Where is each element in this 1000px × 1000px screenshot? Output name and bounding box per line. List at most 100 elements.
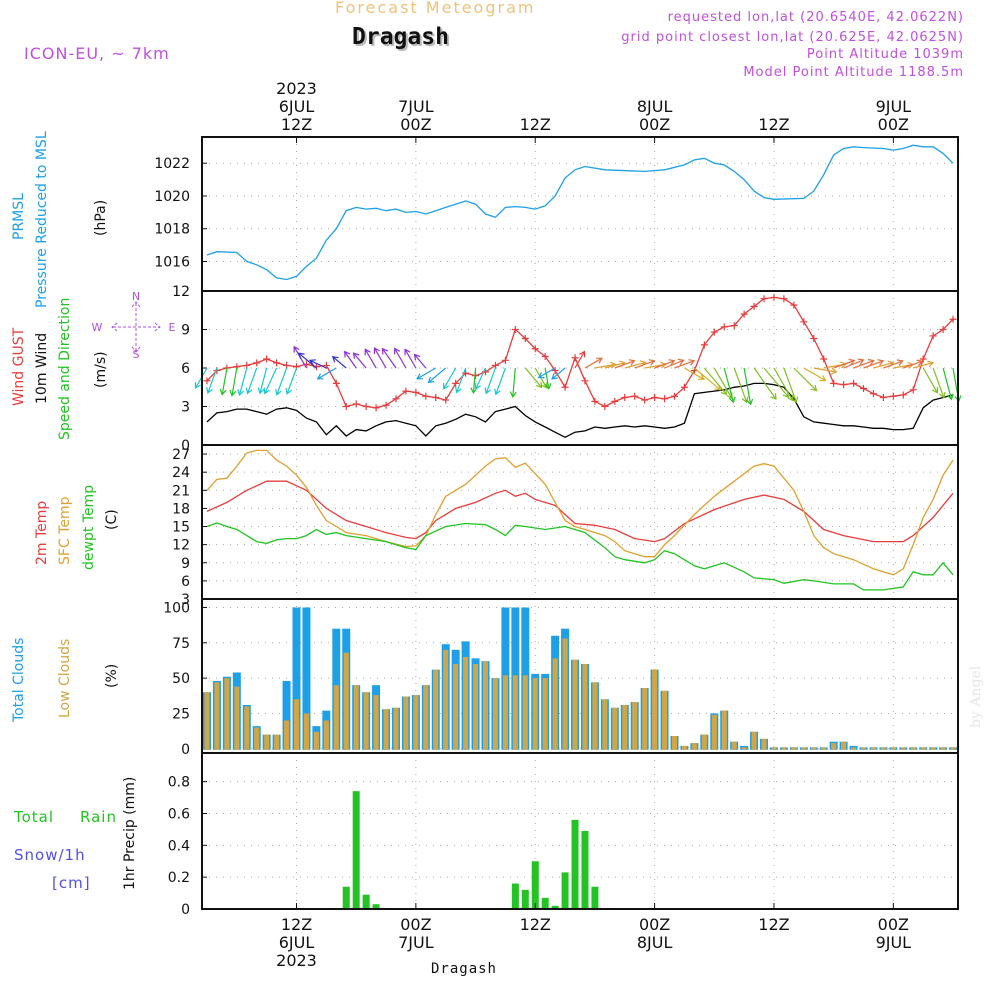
wind-direction-arrow [942,367,954,401]
wind-direction-arrow [474,367,487,390]
10m-wind-line [206,382,954,439]
wind-gust-marker [581,377,589,385]
wind-gust-marker [412,388,420,396]
wind-direction-arrow [297,352,317,369]
temp-panel [201,444,959,600]
wind-direction-arrow [634,359,656,369]
compass-s-label: S [133,348,140,361]
low-clouds-bar [821,747,827,750]
wind-gust-marker [273,359,281,367]
low-clouds-bar [880,747,886,750]
temp-ytick-label: 3 [181,592,190,608]
model-name: ICON-EU, ~ 7km [24,44,170,63]
temp-ytick-label: 12 [172,538,190,554]
low-clouds-bar [950,747,956,750]
low-clouds-bar [413,695,419,750]
wind-direction-arrow [331,356,347,369]
wind-gust-marker [641,396,649,404]
wind-gust-marker [720,323,728,331]
low-clouds-bar [423,685,429,750]
wind-direction-arrow [853,358,875,369]
wind-gust-marker [591,397,599,405]
wind-gust-marker [929,332,937,340]
total-rain-bar [571,819,579,909]
precip-ytick-label: 0.6 [168,806,190,822]
precip-ytick-label: 0.2 [168,870,190,886]
total-rain-bar [372,904,380,909]
total-rain-bar [511,883,519,909]
low-clouds-bar [851,747,857,750]
clouds-panel [201,598,959,754]
wind-direction-arrow [494,367,506,396]
footer-location-label: Dragash [431,961,497,977]
pressure-ytick-label: 1016 [154,255,190,271]
wind-gust-marker [820,355,828,363]
wind-direction-arrow [316,367,337,380]
wind-gust-marker [432,394,440,402]
low-clouds-bar [751,731,757,750]
precip-ytick-label: 0 [181,902,190,918]
low-clouds-bar [930,747,936,750]
wind-direction-arrow [703,367,728,396]
wind-gust-marker [840,381,848,389]
top-time-label: 2023 [276,79,317,98]
wind-gust-marker [203,377,211,385]
wind-gust-marker [730,322,738,330]
wind-gust-marker [263,355,271,363]
wind-direction-arrow [584,357,603,369]
ylabel-1hr-precip: 1hr Precip (mm) [122,776,138,890]
low-clouds-bar [910,747,916,750]
ylabel-ms: (m/s) [93,351,109,388]
temp-ytick-label: 24 [172,465,190,481]
wind-direction-arrow [257,367,268,395]
low-clouds-bar [890,747,896,750]
top-time-label: 12Z [281,115,312,134]
wind-gust-marker [740,310,748,318]
low-clouds-bar [363,692,369,750]
wind-gust-marker [780,295,788,303]
low-clouds-bar [204,692,210,750]
low-clouds-bar [214,682,220,750]
low-clouds-bar [393,707,399,750]
ylabel-low-clouds: Low Clouds [57,638,73,718]
wind-gust-marker [631,392,639,400]
total-rain-bar [581,831,589,909]
pressure-ytick-label: 1018 [154,222,190,238]
model-point-altitude: Model Point Altitude 1188.5m [743,65,964,80]
low-clouds-bar [353,685,359,750]
location-title: Dragash [352,24,449,50]
legend-snow-1h: Snow/1h [14,846,86,864]
low-clouds-bar [453,663,459,750]
wind-gust-marker [860,385,867,393]
wind-direction-arrow [470,367,478,395]
pressure-ytick-label: 1020 [154,189,190,205]
temp-ytick-label: 15 [172,520,190,536]
low-clouds-bar [622,704,628,750]
top-time-label: 12Z [520,115,551,134]
bottom-time-label: 12Z [758,915,789,934]
compass-e-label: E [169,321,176,334]
point-altitude: Point Altitude 1039m [806,47,964,62]
low-clouds-bar [542,678,548,750]
low-clouds-bar [841,741,847,750]
total-rain-bar [362,894,370,909]
precip-ytick-label: 0.8 [168,775,190,791]
requested-coordinates: requested lon,lat (20.6540E, 42.0622N) [667,10,964,25]
wind-direction-arrow [624,360,647,369]
wind-gust-marker [392,395,400,403]
total-clouds-bar [302,607,311,750]
wind-direction-arrow [932,367,946,399]
low-clouds-bar [323,720,329,750]
low-clouds-bar [701,734,707,750]
wind-direction-arrow [263,367,278,395]
low-clouds-bar [642,688,648,750]
low-clouds-bar [303,713,309,750]
low-clouds-bar [313,731,319,750]
ylabel-speed-direction: Speed and Direction [57,297,73,440]
total-rain-bar [551,905,559,909]
ylabel-sfc-temp: SFC Temp [57,496,73,565]
2m-temp-line [206,480,954,543]
low-clouds-bar [731,741,737,750]
total-rain-bar [521,889,529,909]
